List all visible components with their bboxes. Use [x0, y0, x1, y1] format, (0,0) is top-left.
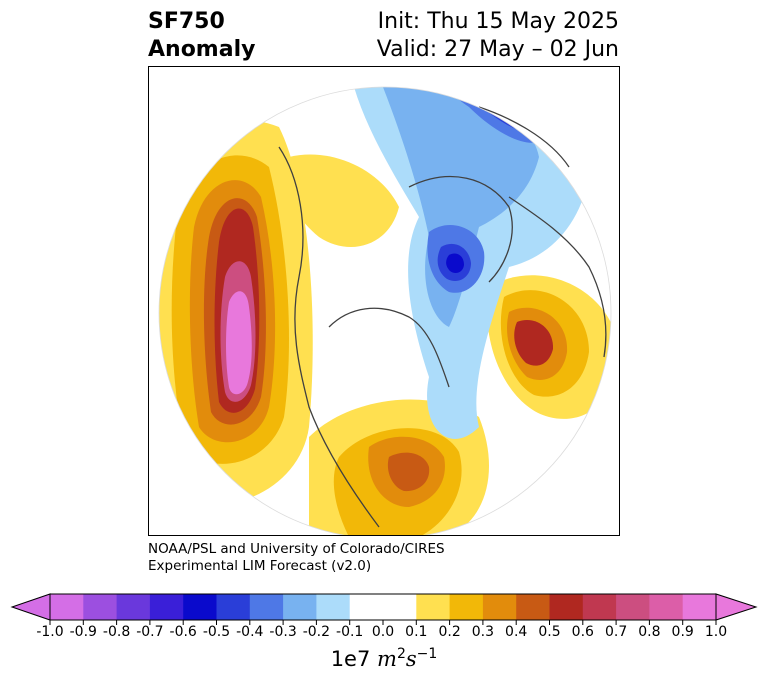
units-s: s — [405, 647, 417, 671]
colorbar-tick-label: -0.8 — [102, 624, 131, 640]
colorbar-tick-label: -0.2 — [302, 624, 331, 640]
colorbar-swatch — [83, 594, 118, 620]
pacific-ridge-anomaly — [159, 119, 313, 505]
colorbar-tick-label: -1.0 — [36, 624, 64, 640]
colorbar-ticks: -1.0 -0.9 -0.8 -0.7 -0.6 -0.5 -0.4 -0.3 -0.2 -0.1… — [0, 624, 768, 646]
colorbar-swatch — [449, 594, 484, 620]
colorbar-swatch — [682, 594, 717, 620]
colorbar-tick-label: -0.5 — [202, 624, 231, 640]
colorbar-low-extension — [10, 593, 51, 621]
plot-title-left: SF750 Anomaly — [148, 8, 255, 64]
credit-line-1: NOAA/PSL and University of Colorado/CIRE… — [148, 541, 445, 557]
colorbar-swatch — [649, 594, 684, 620]
colorbar — [10, 593, 758, 625]
colorbar-tick-label: -0.9 — [69, 624, 97, 640]
colorbar-tick-label: 0.6 — [571, 624, 594, 640]
colorbar-swatch — [116, 594, 151, 620]
units-m-exp: 2 — [396, 646, 406, 662]
valid-range: Valid: 27 May – 02 Jun — [376, 37, 619, 62]
credit-text: NOAA/PSL and University of Colorado/CIRE… — [148, 541, 445, 575]
colorbar-tick-label: -0.3 — [269, 624, 297, 640]
colorbar-tick-label: 1.0 — [704, 624, 728, 640]
colorbar-tick-label: -0.1 — [336, 624, 364, 640]
colorbar-swatch — [482, 594, 517, 620]
map-edge — [158, 86, 612, 535]
anomaly-map — [149, 67, 619, 535]
units-s-exp: −1 — [416, 646, 438, 662]
colorbar-tick-label: -0.6 — [169, 624, 197, 640]
colorbar-high-extension — [715, 593, 758, 621]
field-kind: Anomaly — [148, 37, 256, 62]
colorbar-tick-label: 0.5 — [538, 624, 561, 640]
colorbar-tick-label: -0.7 — [136, 624, 164, 640]
units-prefix: 1e7 — [330, 647, 371, 671]
colorbar-tick-label: -0.4 — [236, 624, 264, 640]
credit-line-2: Experimental LIM Forecast (v2.0) — [148, 558, 372, 574]
colorbar-swatch — [50, 594, 84, 620]
colorbar-swatch — [249, 594, 284, 620]
colorbar-tick-label: 0.8 — [638, 624, 661, 640]
units-m: m — [377, 647, 397, 671]
colorbar-swatch — [183, 594, 217, 620]
map-panel — [148, 66, 620, 536]
colorbar-tick-label: 0.0 — [371, 624, 395, 640]
colorbar-tick-label: 0.1 — [405, 624, 428, 640]
colorbar-swatch — [416, 594, 451, 620]
colorbar-tick-label: 0.7 — [604, 624, 628, 640]
colorbar-tick-label: 0.2 — [438, 624, 461, 640]
colorbar-swatch — [616, 594, 650, 620]
colorbar-swatch — [316, 594, 351, 620]
colorbar-swatch — [349, 594, 384, 620]
eurasia-ridge-anomaly — [487, 275, 611, 419]
init-date: Init: Thu 15 May 2025 — [377, 9, 619, 34]
plot-title-right: Init: Thu 15 May 2025 Valid: 27 May – 02… — [377, 8, 619, 64]
colorbar-units: 1e7 m2s−1 — [0, 646, 768, 671]
colorbar-swatch — [516, 594, 550, 620]
variable-name: SF750 — [148, 9, 225, 34]
colorbar-swatch — [149, 594, 184, 620]
colorbar-swatch — [216, 594, 251, 620]
colorbar-swatch — [283, 594, 317, 620]
coastlines — [278, 106, 607, 528]
colorbar-swatch — [549, 594, 584, 620]
colorbar-tick-label: 0.4 — [505, 624, 528, 640]
canada-positive-anomaly — [285, 154, 399, 247]
colorbar-swatch — [582, 594, 617, 620]
colorbar-tick-label: 0.3 — [471, 624, 495, 640]
colorbar-tick-label: 0.9 — [671, 624, 694, 640]
colorbar-swatch — [383, 594, 417, 620]
